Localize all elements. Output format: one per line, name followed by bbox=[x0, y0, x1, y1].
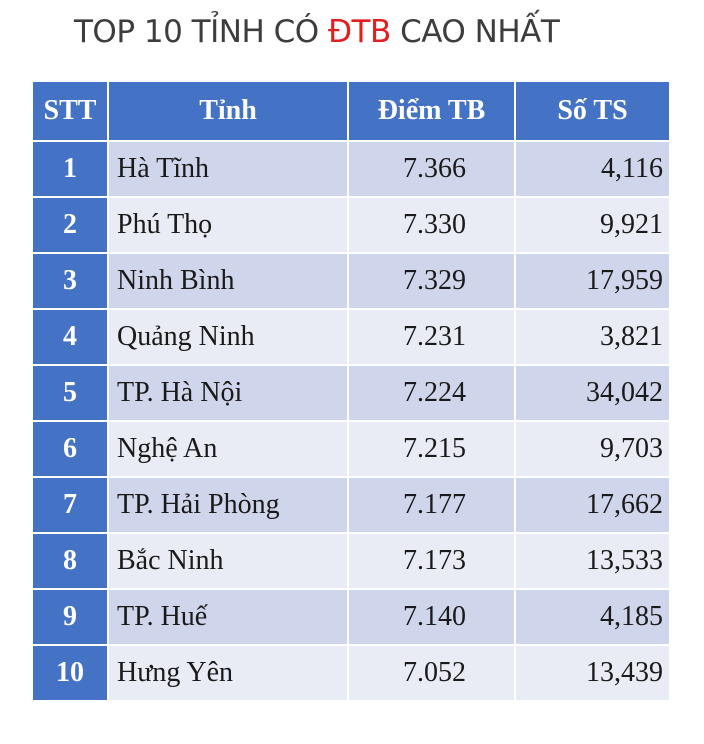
cell-stt: 4 bbox=[31, 308, 109, 366]
header-province: Tỉnh bbox=[107, 80, 349, 142]
cell-stt: 2 bbox=[31, 196, 109, 254]
cell-stt: 1 bbox=[31, 140, 109, 198]
cell-count: 13,533 bbox=[514, 532, 671, 590]
cell-score: 7.330 bbox=[347, 196, 516, 254]
cell-count: 9,921 bbox=[514, 196, 671, 254]
cell-province: Bắc Ninh bbox=[107, 532, 349, 590]
ranking-table: STT Tỉnh Điểm TB Số TS 1 Hà Tĩnh 7.366 4… bbox=[31, 80, 671, 702]
cell-count: 4,116 bbox=[514, 140, 671, 198]
cell-score: 7.366 bbox=[347, 140, 516, 198]
table-row: 3 Ninh Bình 7.329 17,959 bbox=[31, 252, 671, 310]
cell-stt: 10 bbox=[31, 644, 109, 702]
cell-province: Phú Thọ bbox=[107, 196, 349, 254]
cell-stt: 7 bbox=[31, 476, 109, 534]
table-row: 4 Quảng Ninh 7.231 3,821 bbox=[31, 308, 671, 366]
table-row: 6 Nghệ An 7.215 9,703 bbox=[31, 420, 671, 478]
header-stt: STT bbox=[31, 80, 109, 142]
cell-score: 7.177 bbox=[347, 476, 516, 534]
cell-province: TP. Huế bbox=[107, 588, 349, 646]
cell-count: 34,042 bbox=[514, 364, 671, 422]
page-title: TOP 10 TỈNH CÓ ĐTB CAO NHẤT bbox=[74, 14, 560, 50]
table-row: 8 Bắc Ninh 7.173 13,533 bbox=[31, 532, 671, 590]
table-row: 10 Hưng Yên 7.052 13,439 bbox=[31, 644, 671, 702]
cell-count: 13,439 bbox=[514, 644, 671, 702]
table-header-row: STT Tỉnh Điểm TB Số TS bbox=[31, 80, 671, 142]
title-suffix: CAO NHẤT bbox=[390, 14, 560, 50]
cell-score: 7.173 bbox=[347, 532, 516, 590]
cell-score: 7.224 bbox=[347, 364, 516, 422]
cell-count: 9,703 bbox=[514, 420, 671, 478]
cell-province: Quảng Ninh bbox=[107, 308, 349, 366]
cell-count: 17,959 bbox=[514, 252, 671, 310]
cell-score: 7.052 bbox=[347, 644, 516, 702]
header-count: Số TS bbox=[514, 80, 671, 142]
cell-province: TP. Hà Nội bbox=[107, 364, 349, 422]
cell-province: Hà Tĩnh bbox=[107, 140, 349, 198]
cell-province: Nghệ An bbox=[107, 420, 349, 478]
cell-stt: 8 bbox=[31, 532, 109, 590]
cell-stt: 6 bbox=[31, 420, 109, 478]
title-prefix: TOP 10 TỈNH CÓ bbox=[74, 14, 329, 50]
cell-count: 4,185 bbox=[514, 588, 671, 646]
cell-score: 7.329 bbox=[347, 252, 516, 310]
title-highlight: ĐTB bbox=[328, 14, 391, 50]
cell-stt: 9 bbox=[31, 588, 109, 646]
table-row: 9 TP. Huế 7.140 4,185 bbox=[31, 588, 671, 646]
cell-score: 7.215 bbox=[347, 420, 516, 478]
cell-province: Ninh Bình bbox=[107, 252, 349, 310]
header-score: Điểm TB bbox=[347, 80, 516, 142]
cell-score: 7.140 bbox=[347, 588, 516, 646]
table-row: 5 TP. Hà Nội 7.224 34,042 bbox=[31, 364, 671, 422]
cell-province: Hưng Yên bbox=[107, 644, 349, 702]
cell-score: 7.231 bbox=[347, 308, 516, 366]
cell-stt: 3 bbox=[31, 252, 109, 310]
cell-count: 17,662 bbox=[514, 476, 671, 534]
cell-province: TP. Hải Phòng bbox=[107, 476, 349, 534]
table-row: 1 Hà Tĩnh 7.366 4,116 bbox=[31, 140, 671, 198]
cell-stt: 5 bbox=[31, 364, 109, 422]
table-row: 2 Phú Thọ 7.330 9,921 bbox=[31, 196, 671, 254]
table-row: 7 TP. Hải Phòng 7.177 17,662 bbox=[31, 476, 671, 534]
cell-count: 3,821 bbox=[514, 308, 671, 366]
